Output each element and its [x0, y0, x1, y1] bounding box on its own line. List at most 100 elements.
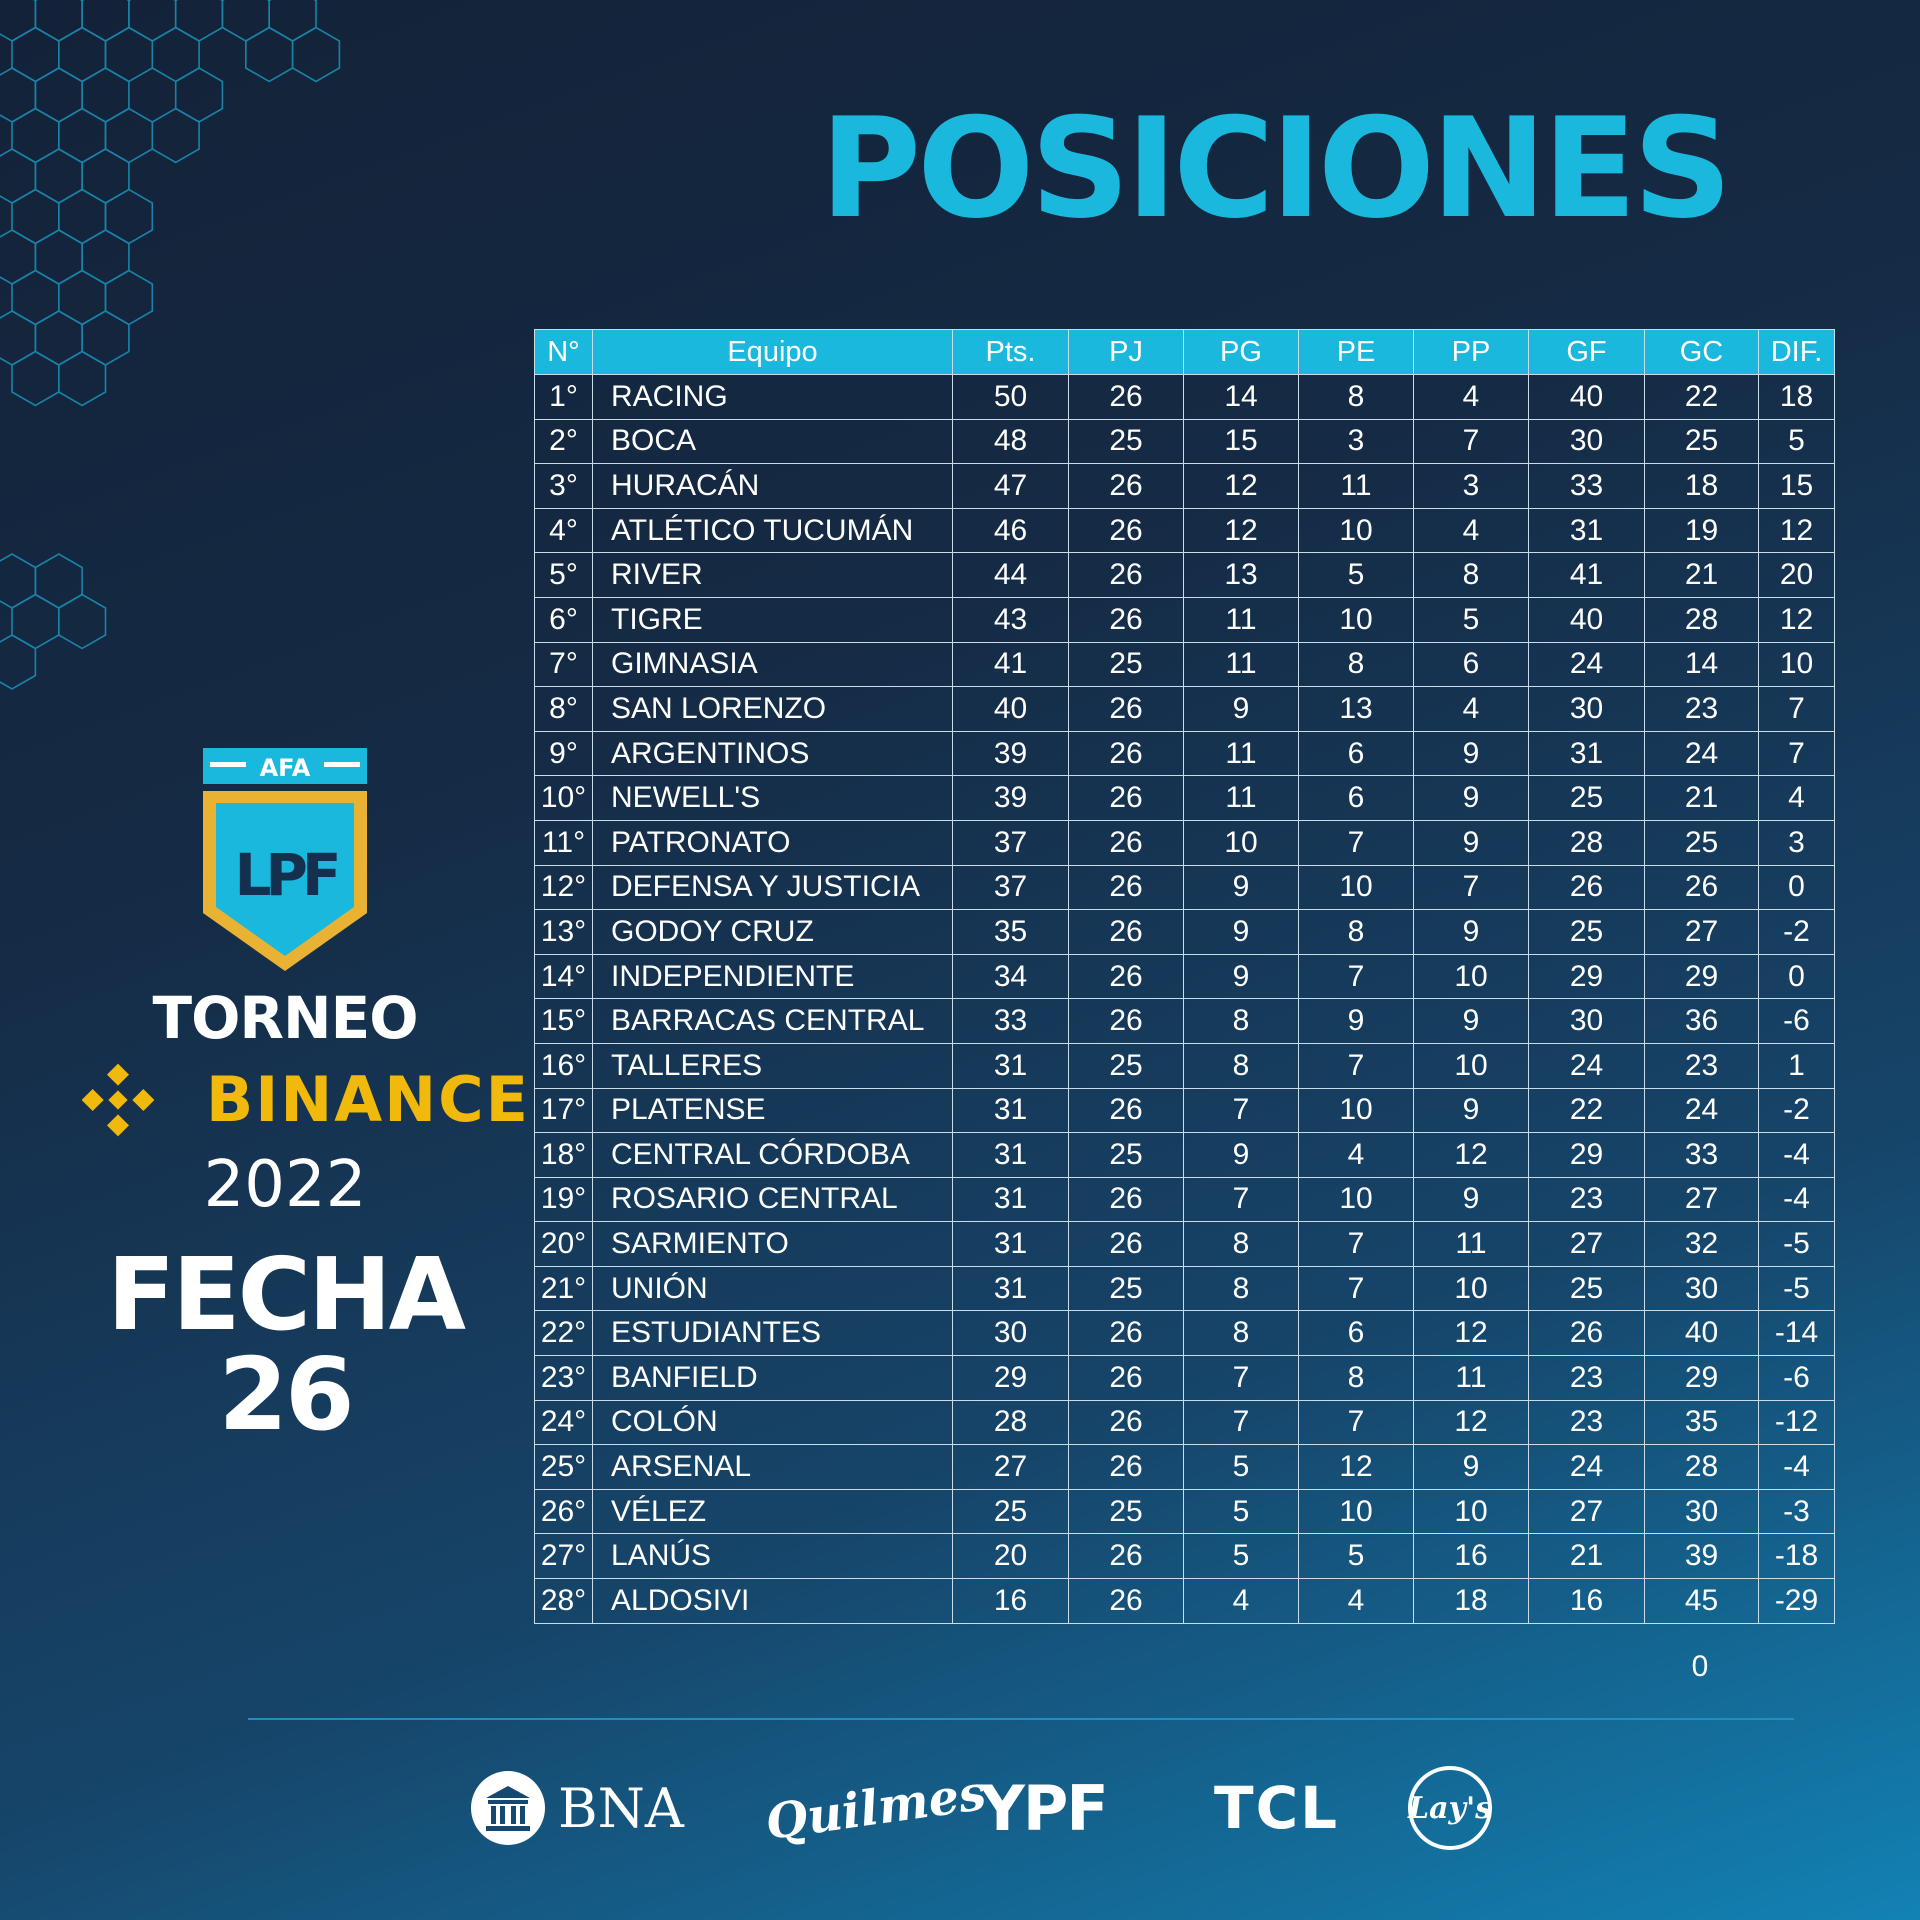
- cell-goals-against: 24: [1644, 1087, 1759, 1134]
- cell-lost: 12: [1413, 1132, 1529, 1178]
- table-row: 11° PATRONATO 37 26 10 7 9 28 25 3: [534, 819, 1835, 866]
- binance-icon: [81, 1063, 155, 1137]
- cell-drawn: 4: [1298, 1132, 1414, 1178]
- cell-goals-against: 30: [1644, 1265, 1759, 1312]
- col-header-goal-difference: DIF.: [1758, 329, 1835, 375]
- cell-won: 9: [1183, 953, 1299, 1000]
- cell-goals-against: 23: [1644, 1042, 1759, 1089]
- cell-won: 7: [1183, 1176, 1299, 1223]
- cell-played: 25: [1068, 418, 1184, 465]
- cell-goals-against: 29: [1644, 953, 1759, 1000]
- cell-points: 31: [952, 1087, 1069, 1134]
- table-row: 20° SARMIENTO 31 26 8 7 11 27 32 -5: [534, 1221, 1835, 1267]
- cell-points: 31: [952, 1132, 1069, 1178]
- cell-played: 25: [1068, 1488, 1184, 1535]
- cell-goals-against: 33: [1644, 1132, 1759, 1178]
- bank-icon: [471, 1771, 545, 1845]
- table-row: 4° ATLÉTICO TUCUMÁN 46 26 12 10 4 31 19 12: [534, 507, 1835, 554]
- cell-goals-against: 22: [1644, 374, 1759, 420]
- col-header-drawn: PE: [1298, 329, 1414, 375]
- table-row: 16° TALLERES 31 25 8 7 10 24 23 1: [534, 1042, 1835, 1089]
- cell-played: 26: [1068, 1578, 1184, 1624]
- cell-goals-for: 22: [1528, 1087, 1645, 1134]
- cell-played: 25: [1068, 1132, 1184, 1178]
- cell-lost: 9: [1413, 1444, 1529, 1490]
- cell-drawn: 5: [1298, 552, 1414, 598]
- cell-goals-against: 26: [1644, 864, 1759, 911]
- cell-played: 26: [1068, 998, 1184, 1044]
- cell-team: BANFIELD: [592, 1355, 953, 1401]
- hexagon-shape: [81, 67, 130, 123]
- cell-goals-for: 21: [1528, 1533, 1645, 1580]
- cell-goal-difference: -12: [1758, 1399, 1835, 1446]
- hexagon-shape: [0, 148, 37, 204]
- hexagon-shape: [11, 107, 60, 164]
- cell-position: 20°: [534, 1221, 593, 1267]
- cell-goals-against: 25: [1644, 819, 1759, 866]
- cell-lost: 4: [1413, 374, 1529, 420]
- lays-logo: Lay's: [1408, 1766, 1492, 1850]
- cell-goals-against: 23: [1644, 686, 1759, 732]
- cell-lost: 9: [1413, 730, 1529, 777]
- cell-won: 9: [1183, 864, 1299, 911]
- cell-lost: 3: [1413, 463, 1529, 509]
- cell-position: 4°: [534, 507, 593, 554]
- cell-lost: 9: [1413, 819, 1529, 866]
- cell-drawn: 11: [1298, 463, 1414, 509]
- cell-position: 6°: [534, 596, 593, 643]
- cell-team: ROSARIO CENTRAL: [592, 1176, 953, 1223]
- hexagon-shape: [34, 0, 83, 42]
- cell-points: 30: [952, 1310, 1069, 1357]
- hexagon-shape: [81, 148, 130, 204]
- cell-drawn: 7: [1298, 1265, 1414, 1312]
- cell-position: 24°: [534, 1399, 593, 1446]
- lays-label: Lay's: [1407, 1790, 1493, 1826]
- cell-drawn: 8: [1298, 641, 1414, 688]
- cell-won: 8: [1183, 1221, 1299, 1267]
- cell-team: UNIÓN: [592, 1265, 953, 1312]
- cell-goal-difference: -6: [1758, 998, 1835, 1044]
- cell-goals-for: 33: [1528, 463, 1645, 509]
- cell-goals-against: 45: [1644, 1578, 1759, 1624]
- cell-won: 5: [1183, 1488, 1299, 1535]
- table-row: 21° UNIÓN 31 25 8 7 10 25 30 -5: [534, 1265, 1835, 1312]
- cell-points: 39: [952, 730, 1069, 777]
- cell-goals-for: 16: [1528, 1578, 1645, 1624]
- cell-played: 26: [1068, 1399, 1184, 1446]
- cell-won: 11: [1183, 775, 1299, 821]
- cell-drawn: 10: [1298, 1176, 1414, 1223]
- cell-points: 41: [952, 641, 1069, 688]
- cell-lost: 8: [1413, 552, 1529, 598]
- hexagon-shape: [151, 26, 200, 83]
- page-title: POSICIONES: [820, 88, 1732, 249]
- cell-won: 7: [1183, 1399, 1299, 1446]
- cell-drawn: 7: [1298, 953, 1414, 1000]
- cell-points: 37: [952, 864, 1069, 911]
- hexagon-shape: [34, 148, 83, 204]
- cell-goal-difference: -18: [1758, 1533, 1835, 1580]
- table-row: 23° BANFIELD 29 26 7 8 11 23 29 -6: [534, 1355, 1835, 1401]
- cell-points: 31: [952, 1176, 1069, 1223]
- cell-goals-for: 24: [1528, 641, 1645, 688]
- cell-drawn: 8: [1298, 374, 1414, 420]
- lpf-shield-logo: AFA LPF: [203, 748, 367, 971]
- cell-goals-against: 36: [1644, 998, 1759, 1044]
- cell-drawn: 12: [1298, 1444, 1414, 1490]
- cell-position: 7°: [534, 641, 593, 688]
- cell-team: BOCA: [592, 418, 953, 465]
- cell-won: 9: [1183, 909, 1299, 955]
- table-row: 28° ALDOSIVI 16 26 4 4 18 16 45 -29: [534, 1578, 1835, 1624]
- cell-lost: 6: [1413, 641, 1529, 688]
- cell-won: 8: [1183, 1042, 1299, 1089]
- cell-goals-against: 27: [1644, 909, 1759, 955]
- cell-points: 43: [952, 596, 1069, 643]
- cell-team: ESTUDIANTES: [592, 1310, 953, 1357]
- col-header-won: PG: [1183, 329, 1299, 375]
- cell-team: COLÓN: [592, 1399, 953, 1446]
- cell-team: SARMIENTO: [592, 1221, 953, 1267]
- cell-goal-difference: -4: [1758, 1444, 1835, 1490]
- cell-won: 14: [1183, 374, 1299, 420]
- cell-drawn: 7: [1298, 1042, 1414, 1089]
- cell-goals-for: 30: [1528, 418, 1645, 465]
- cell-goal-difference: 4: [1758, 775, 1835, 821]
